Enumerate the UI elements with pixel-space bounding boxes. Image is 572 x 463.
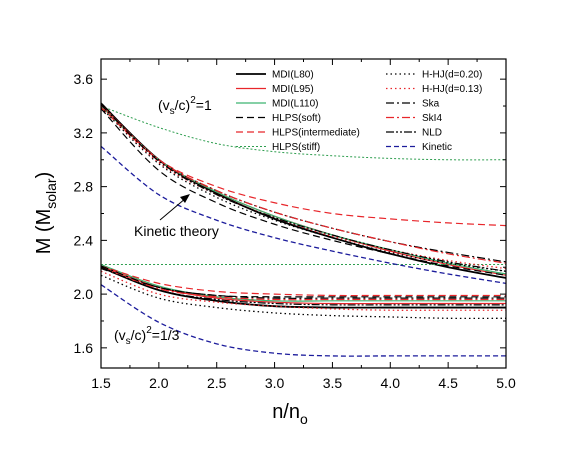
x-tick-label: 3.0 [265, 375, 285, 391]
legend: MDI(L80) MDI(L95) MDI(L110) HLPS(soft) HLPS(… [236, 70, 482, 153]
y-axis-title: M (Msolar) [33, 172, 59, 255]
arrow-head [180, 194, 190, 203]
y-tick-label: 3.6 [74, 71, 94, 87]
series-h-hj-d-0-20-lower [100, 274, 507, 320]
legend-label-hlps-soft: HLPS(soft) [272, 113, 321, 124]
upper-curve-label: (vs/c)2=1 [158, 95, 212, 117]
y-tick-label: 1.6 [74, 340, 94, 356]
y-tick-label: 2.0 [74, 286, 94, 302]
legend-label-ski4: SkI4 [422, 113, 442, 124]
series-h-hj-d-0-13-lower [100, 270, 506, 311]
x-axis-title: n/no [272, 401, 308, 427]
series-mdi-l110-lower [100, 263, 506, 302]
y-tick-label: 2.8 [74, 179, 94, 195]
series-ska-lower [100, 265, 506, 299]
x-tick-label: 5.0 [496, 375, 516, 391]
legend-label-h-hj-d-0-13: H-HJ(d=0.13) [422, 84, 482, 95]
legend-label-nld: NLD [422, 128, 442, 139]
series-kinetic-upper [100, 145, 507, 285]
series-ski4-upper [100, 104, 507, 264]
axis-ticks [100, 59, 507, 368]
kinetic-theory-label: Kinetic theory [134, 223, 219, 239]
kinetic-theory-arrow [159, 197, 187, 221]
legend-label-mdi-l110: MDI(L110) [272, 99, 319, 110]
x-tick-label: 1.5 [91, 375, 111, 391]
series-hlps-soft-upper [100, 108, 507, 276]
legend-label-h-hj-d-0-20: H-HJ(d=0.20) [422, 70, 482, 81]
y-tick-labels: 1.6 2.0 2.4 2.8 3.2 3.6 [74, 71, 94, 356]
series-curves [100, 102, 507, 357]
x-tick-labels: 1.5 2.0 2.5 3.0 3.5 4.0 4.5 5.0 [91, 375, 516, 391]
x-tick-label: 4.5 [438, 375, 458, 391]
legend-label-hlps-stiff: HLPS(stiff) [272, 142, 320, 153]
series-hlps-stiff-upper [100, 105, 507, 161]
legend-label-mdi-l80: MDI(L80) [272, 70, 314, 81]
y-tick-label: 2.4 [74, 232, 94, 248]
legend-label-kinetic: Kinetic [422, 142, 452, 153]
x-tick-label: 4.0 [381, 375, 401, 391]
y-tick-label: 3.2 [74, 125, 94, 141]
series-nld-lower [100, 266, 506, 306]
legend-label-mdi-l95: MDI(L95) [272, 84, 314, 95]
legend-label-ska: Ska [422, 99, 440, 110]
x-tick-label: 3.5 [323, 375, 343, 391]
x-tick-label: 2.5 [207, 375, 227, 391]
series-ski4-lower [100, 266, 506, 301]
x-tick-label: 2.0 [149, 375, 169, 391]
lower-curve-label: (vs/c)2=1/3 [114, 325, 180, 347]
legend-label-hlps-intermediate: HLPS(intermediate) [272, 128, 360, 139]
series-nld-upper [100, 104, 507, 272]
series-hlps-intermediate-lower [100, 265, 506, 297]
series-hlps-soft-lower [100, 268, 506, 298]
